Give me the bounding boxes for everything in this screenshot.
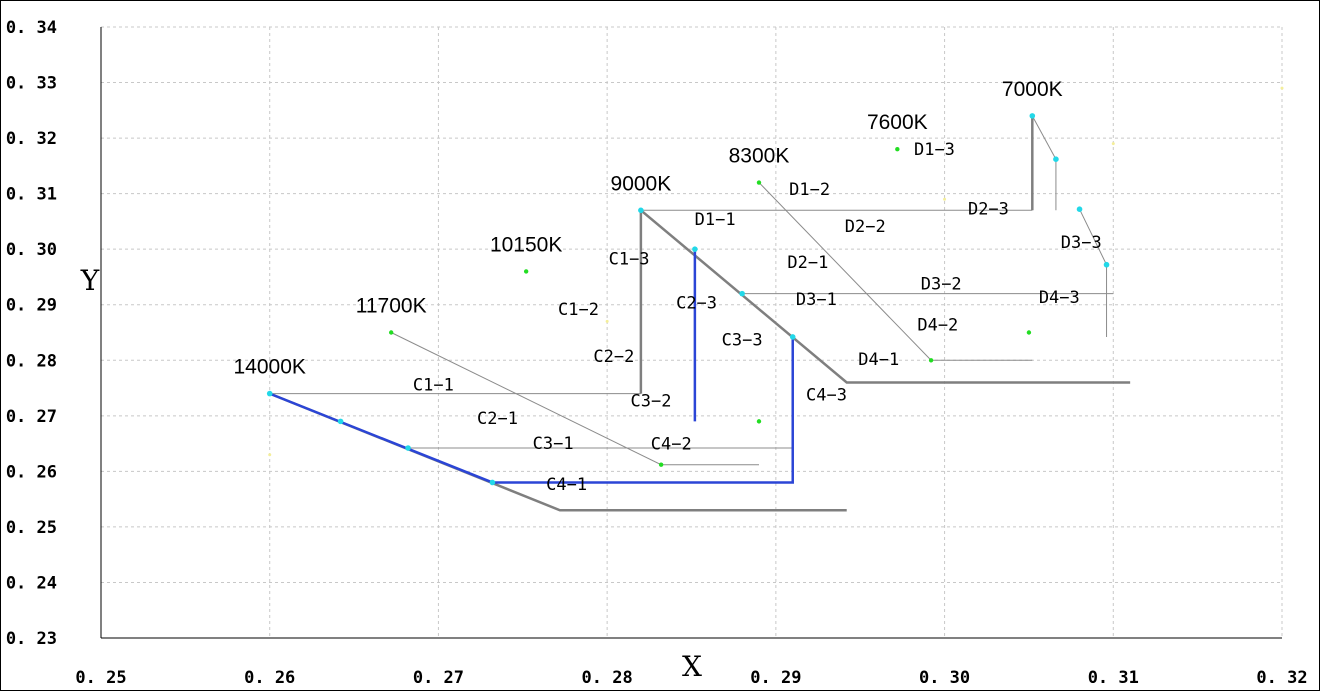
cyan-point bbox=[692, 246, 698, 252]
region-label: C2−1 bbox=[477, 409, 518, 429]
grid bbox=[101, 26, 1283, 638]
cyan-point bbox=[1053, 156, 1059, 162]
region-label: C1−3 bbox=[609, 250, 650, 270]
yellow-point bbox=[268, 453, 272, 457]
data-points bbox=[266, 86, 1284, 486]
yellow-point bbox=[943, 197, 947, 201]
region-label: C3−2 bbox=[631, 391, 672, 411]
x-tick-label: 0. 31 bbox=[1088, 668, 1139, 688]
y-tick-label: 0. 32 bbox=[6, 129, 57, 149]
x-tick-label: 0. 27 bbox=[413, 668, 464, 688]
divider-line bbox=[1079, 208, 1108, 337]
green-point bbox=[388, 330, 394, 335]
region-divider-lines bbox=[269, 115, 1114, 466]
green-point bbox=[1026, 330, 1032, 335]
cyan-point bbox=[266, 390, 273, 397]
y-tick-label: 0. 34 bbox=[6, 18, 57, 38]
cct-labels: 14000K 11700K 10150K 9000K 8300K 7600K 7000K bbox=[234, 78, 1063, 379]
cyan-point bbox=[1103, 261, 1110, 268]
cct-label: 7600K bbox=[867, 111, 928, 134]
region-label: C3−3 bbox=[722, 331, 763, 351]
x-tick-label: 0. 28 bbox=[582, 668, 633, 688]
cyan-point bbox=[638, 207, 644, 214]
region-label: D1−2 bbox=[789, 180, 830, 200]
cyan-point bbox=[405, 445, 411, 451]
region-label: D3−3 bbox=[1061, 233, 1102, 253]
divider-line bbox=[1031, 115, 1057, 211]
y-tick-label: 0. 33 bbox=[6, 74, 57, 94]
region-label: D1−1 bbox=[695, 210, 736, 230]
region-label: C4−2 bbox=[651, 435, 692, 455]
y-tick-label: 0. 27 bbox=[6, 407, 57, 427]
green-point bbox=[895, 147, 900, 152]
x-tick-label: 0. 25 bbox=[75, 668, 126, 688]
region-label: D2−2 bbox=[845, 217, 886, 237]
region-label: D2−1 bbox=[787, 253, 828, 273]
cct-label: 10150K bbox=[490, 233, 562, 256]
boundary-blue-lines bbox=[269, 249, 794, 484]
region-label: C2−3 bbox=[676, 294, 717, 314]
cyan-point bbox=[1029, 113, 1036, 119]
region-label: C1−2 bbox=[558, 300, 599, 320]
y-tick-label: 0. 31 bbox=[6, 185, 57, 205]
cyan-point bbox=[789, 334, 796, 340]
region-label: D1−3 bbox=[914, 140, 955, 160]
x-tick-label: 0. 29 bbox=[750, 668, 801, 688]
boundary-line-blue bbox=[269, 336, 794, 484]
y-axis-label: Y bbox=[80, 264, 100, 297]
x-tick-label: 0. 30 bbox=[919, 668, 970, 688]
y-tick-label: 0. 30 bbox=[6, 240, 57, 260]
y-tick-label: 0. 29 bbox=[6, 296, 57, 316]
y-tick-label: 0. 25 bbox=[6, 518, 57, 538]
region-label: C4−3 bbox=[806, 386, 847, 406]
cct-label: 8300K bbox=[729, 145, 790, 168]
region-label: C1−1 bbox=[413, 376, 454, 396]
green-point bbox=[658, 462, 664, 467]
y-tick-label: 0. 23 bbox=[6, 629, 57, 649]
cct-label: 14000K bbox=[234, 356, 306, 379]
y-tick-label: 0. 24 bbox=[6, 573, 57, 593]
x-axis-label: X bbox=[682, 650, 702, 683]
cyan-point bbox=[739, 290, 745, 297]
cyan-point bbox=[489, 479, 496, 486]
x-tick-labels: 0. 25 0. 26 0. 27 0. 28 0. 29 0. 30 0. 31 0. 32 bbox=[75, 668, 1307, 688]
region-label: D3−1 bbox=[796, 290, 837, 310]
y-tick-label: 0. 26 bbox=[6, 462, 57, 482]
region-label: D2−3 bbox=[968, 200, 1009, 220]
region-label: D4−2 bbox=[917, 316, 958, 336]
cyan-point bbox=[337, 418, 344, 425]
region-label: D4−3 bbox=[1039, 288, 1080, 308]
divider-line bbox=[390, 332, 759, 466]
cct-label: 7000K bbox=[1002, 78, 1063, 101]
green-point bbox=[928, 358, 934, 363]
cct-label: 11700K bbox=[356, 295, 427, 318]
cyan-point bbox=[1076, 206, 1083, 212]
boundary-line-gray bbox=[639, 207, 1131, 394]
x-tick-label: 0. 32 bbox=[1256, 668, 1307, 688]
green-point bbox=[756, 419, 762, 424]
yellow-point bbox=[1111, 142, 1115, 146]
x-tick-label: 0. 26 bbox=[244, 668, 295, 688]
region-label: C3−1 bbox=[533, 434, 574, 454]
region-labels: C1−1 C1−2 C1−3 C2−1 C2−2 C2−3 C3−1 C3−2 C3−3 C4−1… bbox=[413, 140, 1102, 495]
yellow-point bbox=[605, 319, 609, 323]
y-tick-label: 0. 28 bbox=[6, 351, 57, 371]
region-label: D4−1 bbox=[858, 350, 899, 370]
green-point bbox=[756, 180, 762, 185]
region-label: C2−2 bbox=[593, 347, 634, 367]
y-tick-labels: 0. 23 0. 24 0. 25 0. 26 0. 27 0. 28 0. 29 0. 30… bbox=[6, 18, 57, 649]
region-label: C4−1 bbox=[546, 475, 587, 495]
cct-label: 9000K bbox=[611, 172, 672, 195]
green-point bbox=[523, 269, 529, 274]
yellow-point bbox=[1280, 86, 1284, 90]
region-label: D3−2 bbox=[921, 275, 962, 295]
